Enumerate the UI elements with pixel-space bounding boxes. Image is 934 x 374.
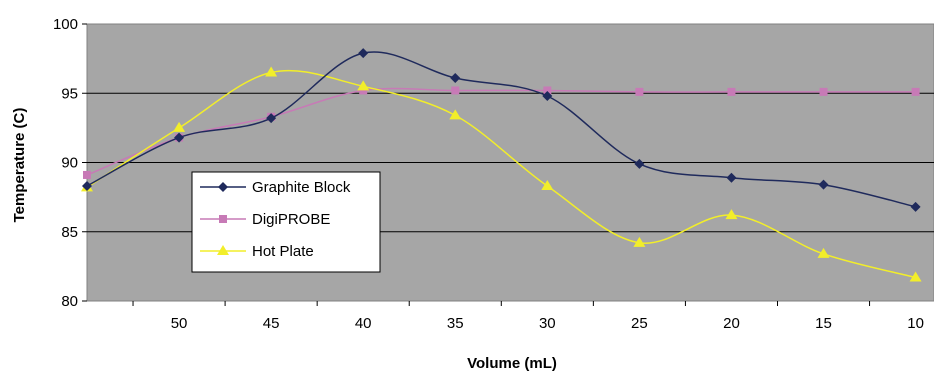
data-point-digiprobe <box>83 170 91 179</box>
data-point-digiprobe <box>819 87 828 96</box>
series-line-digiprobe <box>86 87 916 176</box>
x-tick-label: 25 <box>631 315 648 332</box>
data-point-graphite-block <box>174 132 185 143</box>
data-point-hot-plate <box>725 209 738 220</box>
data-point-graphite-block <box>450 73 461 84</box>
data-point-digiprobe <box>451 86 460 95</box>
legend-label: Hot Plate <box>252 243 314 260</box>
legend-item-hot-plate: Hot Plate <box>200 243 314 260</box>
data-point-graphite-block <box>358 48 369 59</box>
legend-marker-graphite-block <box>218 182 228 192</box>
data-point-graphite-block <box>910 201 921 212</box>
x-tick-label: 45 <box>263 315 280 332</box>
legend-item-graphite-block: Graphite Block <box>200 179 351 196</box>
data-point-graphite-block <box>542 91 553 102</box>
data-point-digiprobe <box>543 86 552 95</box>
y-axis-title: Temperature (C) <box>11 108 28 223</box>
data-point-digiprobe <box>635 87 644 96</box>
x-tick-label: 50 <box>171 315 188 332</box>
data-point-graphite-block <box>634 158 645 169</box>
legend-label: DigiPROBE <box>252 211 330 228</box>
legend-marker-digiprobe <box>219 215 227 223</box>
series-line-graphite-block <box>86 51 916 208</box>
data-point-hot-plate <box>449 109 462 120</box>
data-point-graphite-block <box>818 179 829 190</box>
x-tick-label: 30 <box>539 315 556 332</box>
data-point-hot-plate <box>541 180 554 191</box>
data-point-hot-plate <box>909 271 922 282</box>
y-tick-label: 100 <box>53 16 78 33</box>
data-point-hot-plate <box>633 236 646 247</box>
x-tick-label: 40 <box>355 315 372 332</box>
x-tick-label: 15 <box>815 315 832 332</box>
y-axis-ticks: 80 85 90 95 100 <box>53 16 87 310</box>
legend-marker-hot-plate <box>217 245 229 255</box>
x-axis-ticks: 50 45 40 35 30 25 20 15 10 <box>132 301 924 332</box>
series-hot-plate <box>81 66 922 282</box>
y-tick-label: 95 <box>61 85 78 102</box>
data-point-hot-plate <box>357 80 370 91</box>
data-point-hot-plate <box>265 66 278 77</box>
x-tick-label: 35 <box>447 315 464 332</box>
data-point-digiprobe <box>911 87 920 96</box>
y-tick-label: 85 <box>61 224 78 241</box>
x-axis-title: Volume (mL) <box>467 355 557 372</box>
data-point-graphite-block <box>82 181 92 192</box>
legend-label: Graphite Block <box>252 179 351 196</box>
legend-item-digiprobe: DigiPROBE <box>200 211 330 228</box>
data-point-digiprobe <box>359 86 368 95</box>
series-graphite-block <box>82 48 921 212</box>
data-point-digiprobe <box>727 87 736 96</box>
data-point-graphite-block <box>266 113 277 124</box>
x-tick-label: 20 <box>723 315 740 332</box>
y-tick-label: 90 <box>61 155 78 172</box>
series-line-hot-plate <box>86 69 916 279</box>
legend: Graphite Block DigiPROBE Hot Plate <box>191 171 381 273</box>
data-point-graphite-block <box>726 172 737 183</box>
series-layer <box>81 48 922 282</box>
data-point-hot-plate <box>817 247 830 258</box>
y-tick-label: 80 <box>61 293 78 310</box>
x-tick-label: 10 <box>907 315 924 332</box>
data-point-hot-plate <box>173 121 186 132</box>
